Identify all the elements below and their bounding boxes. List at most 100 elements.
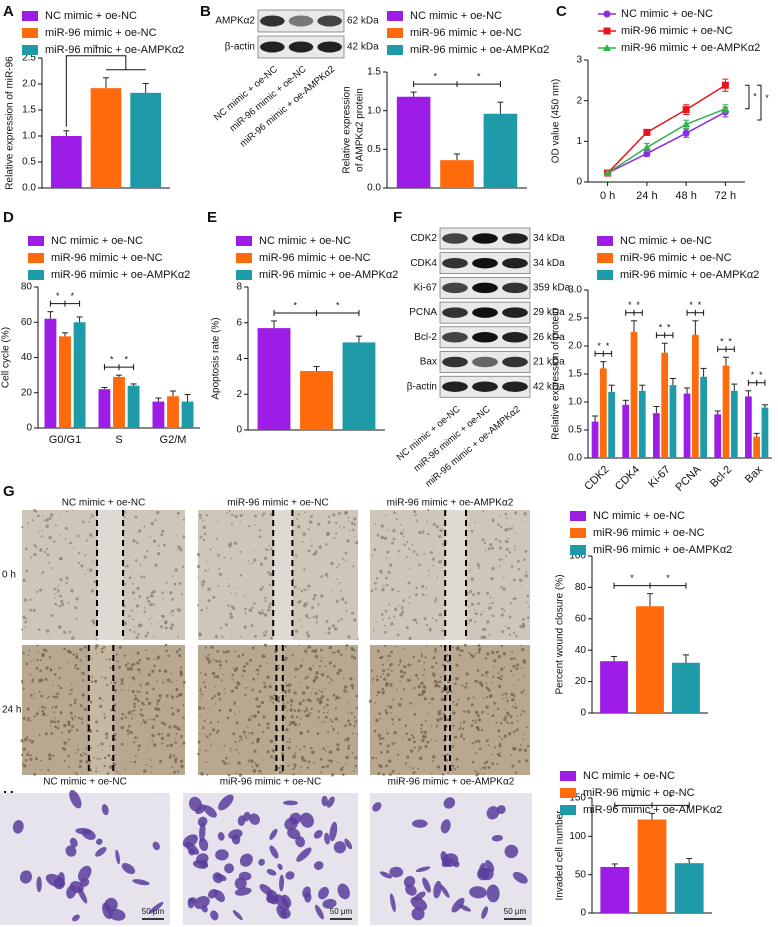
cell-dot: [128, 614, 131, 618]
cell-dot: [440, 644, 443, 648]
cell-dot: [445, 653, 449, 657]
cell-dot: [405, 556, 408, 559]
cell-dot: [95, 653, 98, 655]
cell-blob: [280, 908, 291, 919]
cell-dot: [460, 733, 463, 736]
cell-dot: [33, 658, 35, 660]
cell-dot: [278, 771, 282, 774]
cell-dot: [60, 595, 62, 598]
cell-dot: [41, 570, 45, 574]
cell-dot: [40, 535, 43, 538]
x-tick-label: PCNA: [673, 463, 704, 494]
cell-dot: [53, 593, 56, 595]
cell-dot: [73, 547, 75, 549]
cell-dot: [454, 682, 457, 685]
cell-dot: [294, 766, 297, 769]
y-tick-label: 0.0: [367, 183, 381, 194]
y-axis-label: Relative expression of miR-96: [5, 56, 16, 190]
cell-dot: [491, 601, 494, 605]
cell-dot: [497, 523, 500, 527]
cell-blob: [504, 844, 519, 859]
cell-dot: [268, 605, 271, 609]
cell-dot: [224, 623, 228, 627]
cell-dot: [169, 612, 171, 615]
wound-gap: [88, 645, 114, 775]
cell-dot: [85, 760, 89, 764]
cell-dot: [140, 575, 144, 579]
cell-dot: [425, 657, 427, 659]
cell-dot: [306, 730, 310, 733]
cell-dot: [445, 690, 450, 694]
cell-blob: [440, 884, 450, 898]
cell-dot: [503, 734, 507, 738]
cell-dot: [270, 755, 273, 759]
cell-dot: [438, 685, 441, 688]
y-tick-label: 1.0: [367, 105, 381, 116]
cell-dot: [133, 698, 136, 700]
cell-dot: [159, 697, 162, 699]
cell-dot: [270, 548, 273, 551]
cell-dot: [526, 744, 530, 748]
cell-dot: [328, 661, 332, 665]
cell-dot: [261, 611, 265, 615]
cell-dot: [300, 589, 304, 593]
cell-dot: [490, 614, 492, 616]
cell-dot: [516, 720, 519, 723]
cell-dot: [409, 749, 414, 753]
cell-dot: [73, 698, 77, 702]
cell-dot: [139, 713, 143, 716]
cell-dot: [99, 704, 103, 708]
cell-dot: [318, 545, 322, 549]
cell-blob: [491, 834, 503, 842]
data-point: [603, 169, 612, 177]
cell-dot: [79, 759, 83, 763]
bar: [599, 368, 607, 458]
cell-dot: [211, 696, 214, 700]
cell-dot: [411, 767, 414, 770]
cell-dot: [24, 547, 28, 551]
cell-dot: [353, 618, 357, 622]
cell-dot: [56, 726, 60, 730]
cell-dot: [220, 626, 223, 630]
cell-dot: [283, 716, 287, 720]
legend-swatch: [236, 253, 252, 263]
cell-dot: [27, 654, 30, 656]
cell-dot: [198, 749, 201, 751]
cell-dot: [434, 649, 437, 653]
cell-dot: [152, 743, 157, 747]
blot-size-label: 34 kDa: [533, 233, 565, 244]
cell-dot: [321, 694, 325, 699]
cell-dot: [219, 668, 221, 670]
cell-dot: [520, 644, 522, 646]
blot-band: [442, 257, 468, 269]
cell-dot: [300, 766, 303, 768]
cell-blob: [313, 829, 323, 839]
cell-dot: [123, 654, 126, 657]
cell-dot: [354, 535, 356, 537]
cell-dot: [528, 605, 530, 608]
cell-dot: [38, 679, 42, 683]
cell-dot: [136, 541, 139, 544]
cell-dot: [237, 761, 241, 765]
y-tick-label: 150: [569, 793, 586, 804]
legend-swatch: [387, 11, 403, 21]
cell-dot: [376, 690, 381, 694]
cell-dot: [283, 705, 287, 709]
legend-swatch: [22, 28, 38, 38]
cell-dot: [397, 590, 400, 593]
y-tick-label: 1.5: [367, 67, 381, 78]
cell-dot: [268, 583, 271, 586]
cell-dot: [205, 514, 209, 517]
cell-dot: [496, 762, 499, 765]
cell-dot: [53, 540, 56, 543]
cell-dot: [160, 721, 164, 725]
cell-dot: [324, 688, 326, 690]
cell-dot: [23, 598, 28, 602]
cell-dot: [33, 544, 37, 547]
cell-dot: [172, 575, 174, 577]
cell-dot: [285, 684, 289, 688]
cell-dot: [490, 576, 494, 581]
cell-blob: [72, 914, 80, 922]
cell-dot: [344, 724, 347, 727]
cell-dot: [411, 544, 414, 546]
